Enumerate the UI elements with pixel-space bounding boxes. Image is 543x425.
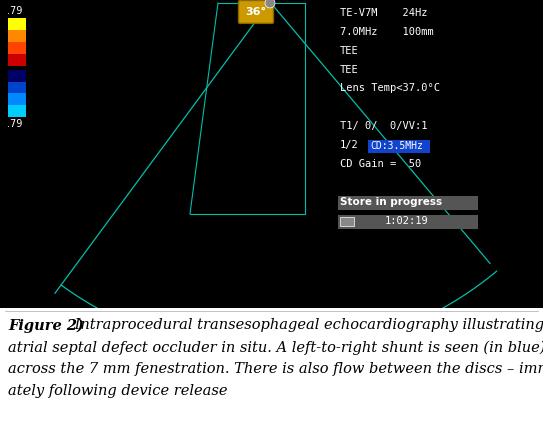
- Bar: [8, 105, 26, 117]
- Bar: [8, 30, 26, 42]
- Text: TEE: TEE: [340, 46, 359, 56]
- Text: ately following device release: ately following device release: [8, 384, 228, 398]
- Text: Intraprocedural transesophageal echocardiography illustrating the: Intraprocedural transesophageal echocard…: [70, 318, 543, 332]
- Text: Figure 2): Figure 2): [8, 318, 84, 332]
- Text: CD Gain =  50: CD Gain = 50: [340, 159, 421, 169]
- Text: across the 7 mm fenestration. There is also flow between the discs – immedi-: across the 7 mm fenestration. There is a…: [8, 362, 543, 376]
- Text: .79: .79: [7, 119, 22, 129]
- Bar: [8, 18, 26, 30]
- Text: Lens Temp<37.0°C: Lens Temp<37.0°C: [340, 83, 440, 94]
- Text: T1/ 0/  0/VV:1: T1/ 0/ 0/VV:1: [340, 121, 427, 131]
- FancyBboxPatch shape: [238, 0, 274, 23]
- Bar: [8, 70, 26, 82]
- Text: .79: .79: [7, 6, 22, 16]
- Text: TEE: TEE: [340, 65, 359, 75]
- Text: 1/2: 1/2: [340, 140, 359, 150]
- Text: atrial septal defect occluder in situ. A left-to-right shunt is seen (in blue): atrial septal defect occluder in situ. A…: [8, 340, 543, 354]
- FancyBboxPatch shape: [338, 215, 478, 229]
- Bar: [8, 82, 26, 94]
- FancyBboxPatch shape: [368, 140, 430, 153]
- Bar: [8, 42, 26, 54]
- Bar: [8, 94, 26, 105]
- Text: 7.0MHz    100mm: 7.0MHz 100mm: [340, 27, 434, 37]
- Text: TE-V7M    24Hz: TE-V7M 24Hz: [340, 8, 427, 18]
- Text: 36°: 36°: [245, 7, 267, 17]
- FancyBboxPatch shape: [338, 196, 478, 210]
- Text: CD:3.5MHz: CD:3.5MHz: [370, 141, 423, 151]
- Bar: [340, 217, 354, 226]
- Text: 1:02:19: 1:02:19: [385, 216, 429, 226]
- Circle shape: [265, 0, 275, 8]
- Text: Store in progress: Store in progress: [340, 197, 442, 207]
- Bar: [8, 54, 26, 65]
